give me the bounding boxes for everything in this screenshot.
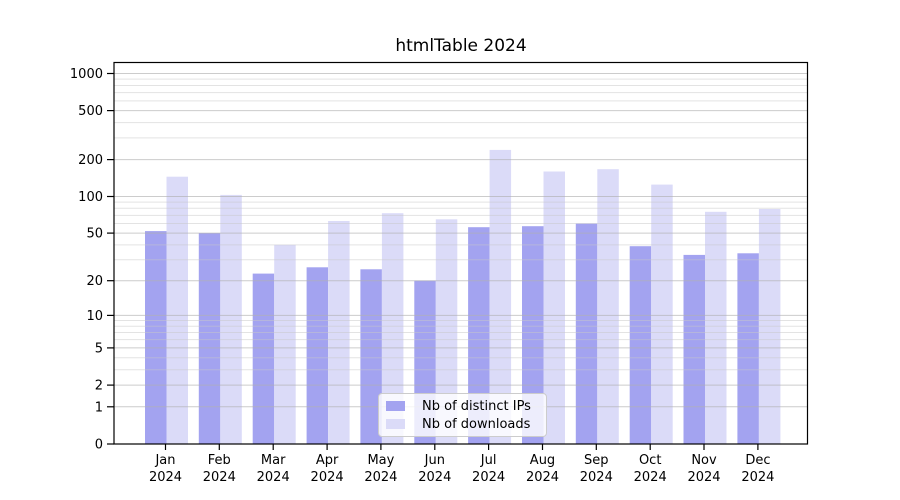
y-tick-label: 1000 xyxy=(70,67,103,82)
y-tick-label: 10 xyxy=(86,309,103,324)
y-tick-label: 500 xyxy=(78,104,103,119)
bar-distinct-ips-jul xyxy=(468,227,490,444)
bar-distinct-ips-dec xyxy=(737,253,759,444)
legend-label-distinct-ips: Nb of distinct IPs xyxy=(422,398,531,414)
x-tick-label-month: Mar xyxy=(261,453,286,468)
x-tick-label-month: Apr xyxy=(316,453,339,468)
legend-item-downloads: Nb of downloads xyxy=(385,416,540,433)
x-tick-label-year: 2024 xyxy=(418,470,451,485)
bar-distinct-ips-sep xyxy=(575,223,598,444)
x-tick-label-year: 2024 xyxy=(203,470,236,485)
bar-distinct-ips-jan xyxy=(145,231,167,444)
legend-label-downloads: Nb of downloads xyxy=(422,416,531,432)
x-tick-label-year: 2024 xyxy=(149,470,182,485)
bar-downloads-oct xyxy=(651,184,673,444)
x-tick-label-year: 2024 xyxy=(580,470,613,485)
bar-downloads-feb xyxy=(220,194,242,444)
bar-downloads-aug xyxy=(543,171,565,444)
x-tick-label-year: 2024 xyxy=(634,470,667,485)
y-tick-label: 100 xyxy=(78,190,103,205)
chart-title: htmlTable 2024 xyxy=(395,36,527,56)
x-tick-label-year: 2024 xyxy=(311,470,344,485)
y-tick-label: 200 xyxy=(78,153,103,168)
x-tick-label-month: Oct xyxy=(639,453,661,468)
bar-distinct-ips-apr xyxy=(306,267,329,444)
x-tick-label-year: 2024 xyxy=(472,470,505,485)
bar-distinct-ips-nov xyxy=(683,254,705,444)
bar-distinct-ips-feb xyxy=(198,233,221,444)
bar-downloads-jun xyxy=(435,219,458,444)
legend-swatch-distinct-ips xyxy=(386,401,405,411)
legend-swatch-downloads xyxy=(386,419,405,429)
bar-downloads-nov xyxy=(705,211,727,444)
x-tick-label-year: 2024 xyxy=(526,470,559,485)
y-tick-label: 0 xyxy=(95,438,103,453)
bar-downloads-sep xyxy=(597,169,619,444)
x-tick-label-month: Aug xyxy=(530,453,555,468)
bar-downloads-mar xyxy=(274,244,296,444)
x-tick-label-month: Feb xyxy=(208,453,231,468)
x-tick-label-year: 2024 xyxy=(364,470,397,485)
bar-distinct-ips-oct xyxy=(629,246,652,444)
bar-downloads-jan xyxy=(166,176,188,444)
x-tick-label-month: Nov xyxy=(691,453,717,468)
legend-item-distinct-ips: Nb of distinct IPs xyxy=(385,398,540,415)
x-tick-label-month: Dec xyxy=(745,453,770,468)
x-tick-label-year: 2024 xyxy=(257,470,290,485)
y-tick-label: 5 xyxy=(95,341,103,356)
x-tick-label-month: May xyxy=(367,453,394,468)
x-tick-label-month: Jun xyxy=(424,453,445,468)
x-tick-label-year: 2024 xyxy=(741,470,774,485)
y-tick-label: 2 xyxy=(95,379,103,394)
y-tick-label: 1 xyxy=(95,400,103,415)
bar-distinct-ips-mar xyxy=(252,273,275,444)
y-tick-label: 50 xyxy=(86,227,103,242)
bar-distinct-ips-may xyxy=(360,269,382,444)
x-tick-label-month: Sep xyxy=(584,453,609,468)
plot-border xyxy=(113,61,809,445)
y-tick-label: 20 xyxy=(86,274,103,289)
legend: Nb of distinct IPs Nb of downloads xyxy=(378,393,547,437)
x-tick-label-month: Jul xyxy=(480,453,497,468)
gridlines xyxy=(114,73,808,408)
bar-downloads-may xyxy=(381,213,404,444)
x-tick-label-month: Jan xyxy=(154,453,175,468)
x-tick-label-year: 2024 xyxy=(687,470,720,485)
